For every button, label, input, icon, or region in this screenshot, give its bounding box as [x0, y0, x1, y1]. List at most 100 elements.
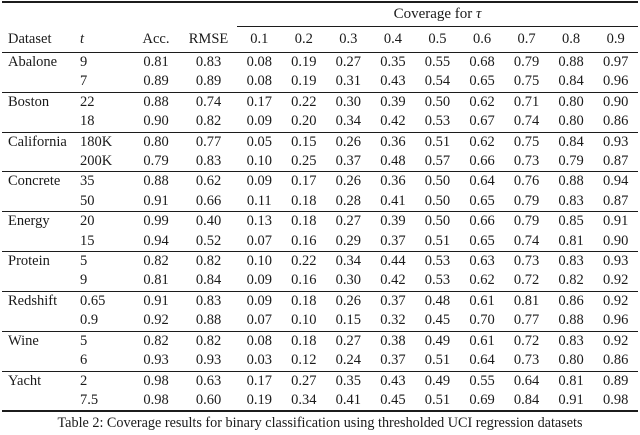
cell-coverage: 0.55 [415, 52, 460, 73]
cell-coverage: 0.15 [281, 131, 327, 153]
cell-coverage: 0.45 [380, 391, 406, 408]
cell-t: 5 [72, 330, 132, 352]
cell-coverage: 0.19 [291, 73, 317, 90]
cell-t: 0.9 [80, 312, 99, 329]
cell-rmse: 0.63 [180, 370, 237, 391]
cell-coverage: 0.41 [335, 391, 362, 408]
dataset-group: Abalone 9 0.81 0.83 0.08 0.19 0.27 0.35 0.55 0.68… [2, 52, 638, 93]
cell-coverage: 0.37 [380, 352, 406, 369]
cell-acc: 0.81 [143, 272, 169, 289]
cell-t: 7 [80, 73, 88, 90]
cell-coverage: 0.83 [548, 330, 594, 352]
cell-dataset [2, 311, 72, 331]
cell-coverage: 0.86 [548, 290, 594, 312]
cell-acc: 0.91 [132, 290, 180, 312]
dataset-group: Energy 20 0.99 0.40 0.13 0.18 0.27 0.39 0.50 0.66… [2, 211, 638, 252]
cell-rmse: 0.88 [195, 312, 222, 329]
cell-coverage: 0.42 [380, 113, 406, 130]
table-row: 50 0.91 0.66 0.11 0.18 0.28 0.41 0.50 0.65 0.79 0.… [2, 192, 638, 212]
cell-coverage: 0.34 [291, 391, 317, 408]
cell-rmse: 0.89 [195, 73, 222, 90]
table-row: Protein 5 0.82 0.82 0.10 0.22 0.34 0.44 0.53 0.63… [2, 251, 638, 272]
column-header-dataset: Dataset [2, 26, 72, 53]
cell-coverage: 0.53 [424, 272, 451, 289]
cell-coverage: 0.16 [291, 272, 317, 289]
cell-acc: 0.89 [143, 73, 169, 90]
cell-coverage: 0.50 [415, 211, 460, 232]
cell-coverage: 0.57 [424, 153, 451, 170]
cell-dataset: Energy [2, 211, 72, 232]
cell-coverage: 0.74 [513, 113, 540, 130]
table-row: Wine 5 0.82 0.82 0.08 0.18 0.27 0.38 0.49 0.61 0.7… [2, 330, 638, 352]
cell-acc: 0.81 [132, 52, 180, 73]
cell-coverage: 0.77 [513, 312, 540, 329]
table-row: California 180K 0.80 0.77 0.05 0.15 0.26 0.36 0.… [2, 131, 638, 153]
dataset-group: Concrete 35 0.88 0.62 0.09 0.17 0.26 0.36 0.50 0.… [2, 171, 638, 212]
cell-coverage: 0.63 [459, 251, 505, 272]
cell-coverage: 0.84 [513, 391, 540, 408]
tau-column-header: 0.7 [504, 26, 549, 53]
cell-rmse: 0.74 [180, 91, 237, 113]
cell-t: 15 [80, 232, 95, 249]
cell-t: 9 [80, 272, 88, 289]
cell-coverage: 0.31 [335, 73, 362, 90]
cell-coverage: 0.88 [548, 52, 594, 73]
cell-coverage: 0.27 [326, 330, 371, 352]
cell-coverage: 0.79 [504, 211, 549, 232]
cell-rmse: 0.77 [180, 131, 237, 153]
cell-coverage: 0.50 [415, 91, 460, 113]
cell-coverage: 0.27 [281, 370, 327, 391]
cell-dataset [2, 72, 72, 92]
table-row: Redshift 0.65 0.91 0.83 0.09 0.18 0.26 0.37 0.48… [2, 290, 638, 312]
cell-coverage: 0.48 [415, 290, 460, 312]
cell-dataset: Yacht [2, 370, 72, 391]
cell-coverage: 0.65 [469, 73, 495, 90]
cell-coverage: 0.81 [558, 232, 584, 249]
cell-coverage: 0.84 [548, 131, 594, 153]
cell-coverage: 0.93 [593, 131, 638, 153]
table-row: Yacht 2 0.98 0.63 0.17 0.27 0.35 0.43 0.49 0.55 0.… [2, 370, 638, 391]
column-header-row: Dataset t Acc. RMSE 0.1 0.2 0.3 0.4 0.5 0.6 0.… [2, 26, 638, 53]
table-row: 0.9 0.92 0.88 0.07 0.10 0.15 0.32 0.45 0.70 0.77 0… [2, 311, 638, 331]
cell-t: 18 [80, 113, 95, 130]
cell-coverage: 0.25 [291, 153, 317, 170]
tau-column-header: 0.1 [237, 26, 282, 53]
cell-t: 35 [72, 171, 132, 192]
cell-coverage: 0.10 [291, 312, 317, 329]
cell-rmse: 0.60 [195, 391, 222, 408]
cell-acc: 0.98 [132, 370, 180, 391]
cell-coverage: 0.37 [380, 232, 406, 249]
cell-coverage: 0.10 [246, 153, 272, 170]
cell-t: 6 [80, 352, 88, 369]
tau-column-header: 0.5 [415, 26, 460, 53]
cell-rmse: 0.82 [195, 113, 222, 130]
cell-coverage: 0.35 [326, 370, 371, 391]
cell-coverage: 0.76 [504, 171, 549, 192]
cell-coverage: 0.41 [380, 192, 406, 209]
cell-dataset [2, 152, 72, 172]
dataset-group: Protein 5 0.82 0.82 0.10 0.22 0.34 0.44 0.53 0.63… [2, 251, 638, 292]
cell-coverage: 0.09 [246, 272, 272, 289]
cell-rmse: 0.82 [180, 330, 237, 352]
cell-acc: 0.98 [143, 391, 169, 408]
cell-coverage: 0.98 [603, 391, 629, 408]
cell-coverage: 0.09 [237, 290, 282, 312]
cell-coverage: 0.65 [469, 192, 495, 209]
cell-coverage: 0.92 [593, 330, 638, 352]
table-header: Coverage for τ Dataset t Acc. RMSE 0.1 0.… [2, 2, 638, 53]
cell-coverage: 0.96 [603, 312, 629, 329]
table-row: 7.5 0.98 0.60 0.19 0.34 0.41 0.45 0.51 0.69 0.84 0… [2, 391, 638, 411]
cell-coverage: 0.17 [237, 91, 282, 113]
cell-coverage: 0.73 [513, 153, 540, 170]
cell-acc: 0.82 [132, 251, 180, 272]
cell-coverage: 0.90 [603, 232, 629, 249]
table-row: 7 0.89 0.89 0.08 0.19 0.31 0.43 0.54 0.65 0.75 0.8… [2, 72, 638, 92]
cell-coverage: 0.39 [370, 91, 416, 113]
cell-coverage: 0.49 [415, 370, 460, 391]
cell-coverage: 0.17 [281, 171, 327, 192]
cell-coverage: 0.19 [281, 52, 327, 73]
column-header-acc: Acc. [132, 26, 180, 53]
tau-column-header: 0.8 [548, 26, 594, 53]
table-caption: Table 2: Coverage results for binary cla… [57, 415, 583, 432]
cell-coverage: 0.09 [246, 113, 272, 130]
